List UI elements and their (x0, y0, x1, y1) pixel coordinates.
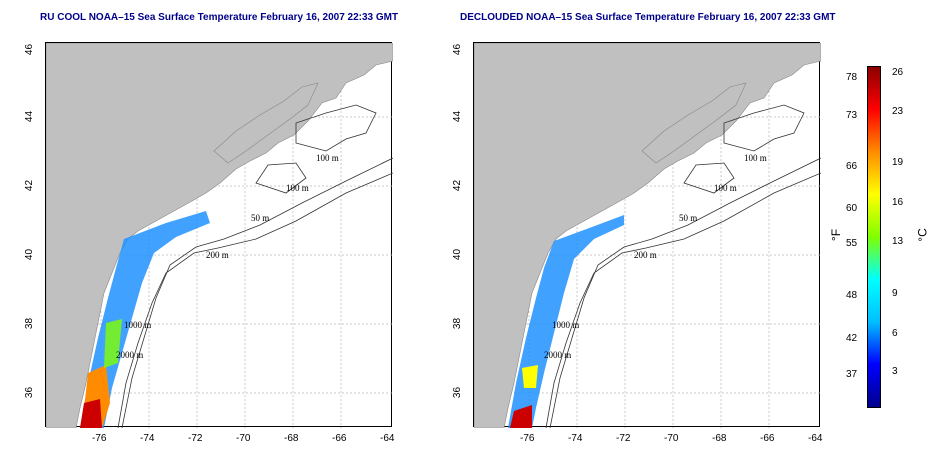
x-tick: -76 (92, 433, 107, 444)
colorbar-c-tick: 9 (892, 288, 898, 299)
contour-label-100m-a: 100 m (744, 153, 767, 163)
colorbar-f-tick: 60 (846, 203, 858, 214)
right-map-panel[interactable]: 100 m 100 m 50 m 200 m 1000 m 2000 m (473, 42, 821, 428)
x-tick: -70 (664, 433, 679, 444)
y-tick: 36 (24, 386, 36, 399)
depth-contours (117, 104, 393, 428)
colorbar-f-tick: 48 (846, 290, 858, 301)
colorbar-celsius-label: °C (915, 228, 930, 242)
right-map-title: DECLOUDED NOAA–15 Sea Surface Temperatur… (460, 12, 836, 23)
colorbar-fahrenheit-label: °F (829, 228, 844, 242)
colorbar-c-tick: 13 (892, 236, 904, 247)
colorbar-f-tick: 42 (846, 333, 858, 344)
contour-label-100m-a: 100 m (316, 153, 339, 163)
left-map-svg: 100 m 100 m 50 m 200 m 1000 m 2000 m (46, 43, 393, 428)
x-tick: -64 (380, 433, 395, 444)
x-tick: -68 (284, 433, 299, 444)
x-tick: -68 (712, 433, 727, 444)
y-tick: 46 (452, 43, 464, 56)
sst-hot-patch (510, 405, 532, 428)
right-map-svg: 100 m 100 m 50 m 200 m 1000 m 2000 m (474, 43, 821, 428)
contour-label-50m: 50 m (679, 213, 697, 223)
contour-label-1000m: 1000 m (124, 320, 151, 330)
colorbar-f-tick: 37 (846, 369, 858, 380)
contour-label-2000m: 2000 m (544, 350, 571, 360)
land-mass (46, 43, 393, 428)
nova-scotia (213, 82, 319, 164)
y-tick: 38 (24, 317, 36, 330)
y-tick: 42 (24, 179, 36, 192)
contour-label-2000m: 2000 m (116, 350, 143, 360)
sst-warm-patch (522, 365, 538, 388)
contour-label-50m: 50 m (251, 213, 269, 223)
colorbar-c-tick: 16 (892, 197, 904, 208)
sst-hot-patch (80, 399, 102, 428)
y-tick: 40 (24, 248, 36, 261)
x-tick: -66 (760, 433, 775, 444)
y-tick: 36 (452, 386, 464, 399)
x-tick: -70 (236, 433, 251, 444)
y-tick: 44 (452, 110, 464, 123)
colorbar-f-tick: 55 (846, 238, 858, 249)
y-tick: 44 (24, 110, 36, 123)
sst-coastal-band (80, 211, 210, 428)
y-tick: 40 (452, 248, 464, 261)
land-mass (474, 43, 821, 428)
nova-scotia (641, 82, 747, 164)
left-map-panel[interactable]: 100 m 100 m 50 m 200 m 1000 m 2000 m (45, 42, 393, 428)
colorbar-c-tick: 19 (892, 157, 904, 168)
y-tick: 38 (452, 317, 464, 330)
colorbar-c-tick: 23 (892, 106, 904, 117)
contour-label-100m-b: 100 m (286, 183, 309, 193)
x-tick: -72 (188, 433, 203, 444)
left-map-title: RU COOL NOAA–15 Sea Surface Temperature … (40, 12, 399, 23)
depth-contours (545, 104, 821, 428)
x-tick: -64 (808, 433, 823, 444)
colorbar-c-tick: 6 (892, 328, 898, 339)
temperature-colorbar (867, 66, 881, 408)
colorbar-c-tick: 3 (892, 366, 898, 377)
x-tick: -74 (568, 433, 583, 444)
x-tick: -74 (140, 433, 155, 444)
colorbar-f-tick: 73 (846, 110, 858, 121)
sst-mid-patch (104, 319, 122, 368)
contour-label-1000m: 1000 m (552, 320, 579, 330)
y-tick: 46 (24, 43, 36, 56)
contour-label-100m-b: 100 m (714, 183, 737, 193)
x-tick: -72 (616, 433, 631, 444)
contour-label-200m: 200 m (206, 250, 229, 260)
colorbar-f-tick: 78 (846, 72, 858, 83)
contour-label-200m: 200 m (634, 250, 657, 260)
x-tick: -66 (332, 433, 347, 444)
colorbar-c-tick: 26 (892, 67, 904, 78)
y-tick: 42 (452, 179, 464, 192)
x-tick: -76 (520, 433, 535, 444)
colorbar-f-tick: 66 (846, 161, 858, 172)
